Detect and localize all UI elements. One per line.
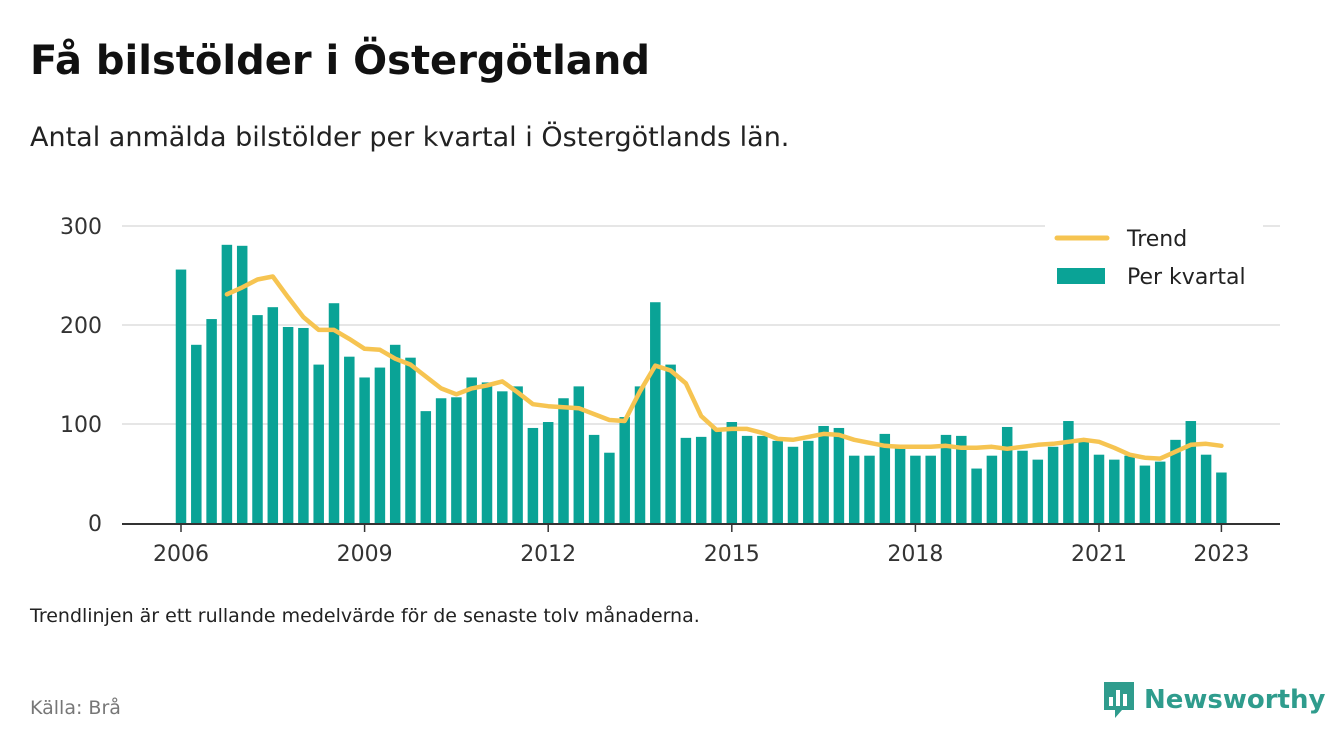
chart-title: Få bilstölder i Östergötland (30, 38, 650, 84)
legend: Trend Per kvartal (1045, 221, 1263, 303)
legend-bar-swatch (1057, 268, 1105, 284)
bar (650, 302, 661, 523)
bar (298, 327, 309, 523)
bar (236, 245, 248, 524)
bar (1093, 454, 1105, 523)
trend-line (224, 274, 1224, 461)
bar (1154, 461, 1166, 523)
bar (604, 452, 615, 523)
bar (695, 436, 707, 523)
legend-bar-label: Per kvartal (1127, 265, 1246, 290)
legend-background (1045, 221, 1263, 303)
x-tick-label: 2023 (1193, 542, 1249, 567)
axes: 0 100 200 300 2006 2009 2012 2015 2018 2021 2023 (60, 215, 1280, 567)
bar (1185, 421, 1197, 523)
bar (940, 434, 952, 523)
bar (1124, 455, 1135, 523)
bar (527, 427, 539, 523)
bar (680, 437, 692, 523)
bar (1063, 421, 1074, 523)
bar (542, 422, 554, 523)
x-tick-label: 2021 (1071, 542, 1127, 567)
y-tick-label: 0 (88, 512, 102, 537)
bar (313, 364, 324, 523)
bar (848, 455, 860, 523)
x-tick-label: 2018 (887, 542, 943, 567)
bar (588, 434, 600, 523)
bar (206, 319, 217, 523)
bar (772, 440, 783, 523)
bar (359, 377, 370, 523)
brand-logo[interactable]: Newsworthy (1102, 680, 1325, 720)
bar (497, 391, 508, 523)
bar (252, 315, 263, 523)
bar (894, 446, 906, 523)
bar-chart-bubble-icon (1104, 682, 1134, 718)
bar-series (175, 244, 1227, 524)
bar (1078, 441, 1089, 523)
bar (481, 382, 493, 523)
bar (389, 344, 401, 523)
bar (420, 411, 432, 523)
legend-trend-label: Trend (1126, 227, 1187, 252)
bar (512, 386, 523, 523)
bar (1170, 439, 1181, 523)
bar (1047, 446, 1059, 523)
source-label: Källa: Brå (30, 697, 121, 719)
bar (910, 455, 921, 523)
bar (451, 397, 462, 523)
bar (1109, 459, 1120, 523)
y-tick-label: 200 (60, 314, 102, 339)
bar (741, 435, 753, 523)
bar (466, 377, 477, 523)
bar (634, 386, 646, 523)
bar (405, 357, 416, 523)
chart-area: 0 100 200 300 2006 2009 2012 2015 2018 2021 2023 T… (60, 215, 1280, 567)
bar (1139, 465, 1151, 523)
bar (665, 364, 676, 523)
bar (757, 435, 768, 523)
bar (435, 398, 447, 523)
brand-name: Newsworthy (1144, 685, 1326, 715)
bar (803, 440, 814, 523)
bar (619, 417, 630, 523)
bar (221, 244, 233, 523)
bar (1017, 450, 1028, 523)
footnote: Trendlinjen är ett rullande medelvärde f… (30, 605, 700, 627)
y-tick-label: 100 (60, 413, 102, 438)
bar (1032, 459, 1044, 523)
bar (1200, 454, 1212, 523)
bar (879, 433, 891, 523)
bar (282, 326, 294, 523)
bar (175, 269, 187, 523)
bar (558, 398, 569, 523)
bar (956, 435, 967, 523)
bar (787, 446, 799, 523)
bar (267, 307, 279, 523)
bar (374, 367, 386, 523)
trend-series (224, 274, 1224, 461)
x-tick-label: 2006 (153, 542, 209, 567)
x-tick-label: 2015 (704, 542, 760, 567)
bar (328, 303, 340, 523)
bar (818, 425, 829, 523)
bar (864, 455, 875, 523)
bar (191, 344, 202, 523)
bar (726, 422, 738, 523)
bar (711, 427, 722, 523)
bar (833, 427, 845, 523)
bar (986, 455, 998, 523)
y-tick-label: 300 (60, 215, 102, 240)
x-tick-label: 2012 (520, 542, 576, 567)
bar (1216, 472, 1227, 523)
bar (573, 386, 585, 523)
bar (925, 455, 936, 523)
chart-subtitle: Antal anmälda bilstölder per kvartal i Ö… (30, 122, 790, 153)
bar (971, 468, 982, 523)
x-tick-label: 2009 (337, 542, 393, 567)
bar (1001, 426, 1013, 523)
bar (344, 356, 355, 523)
